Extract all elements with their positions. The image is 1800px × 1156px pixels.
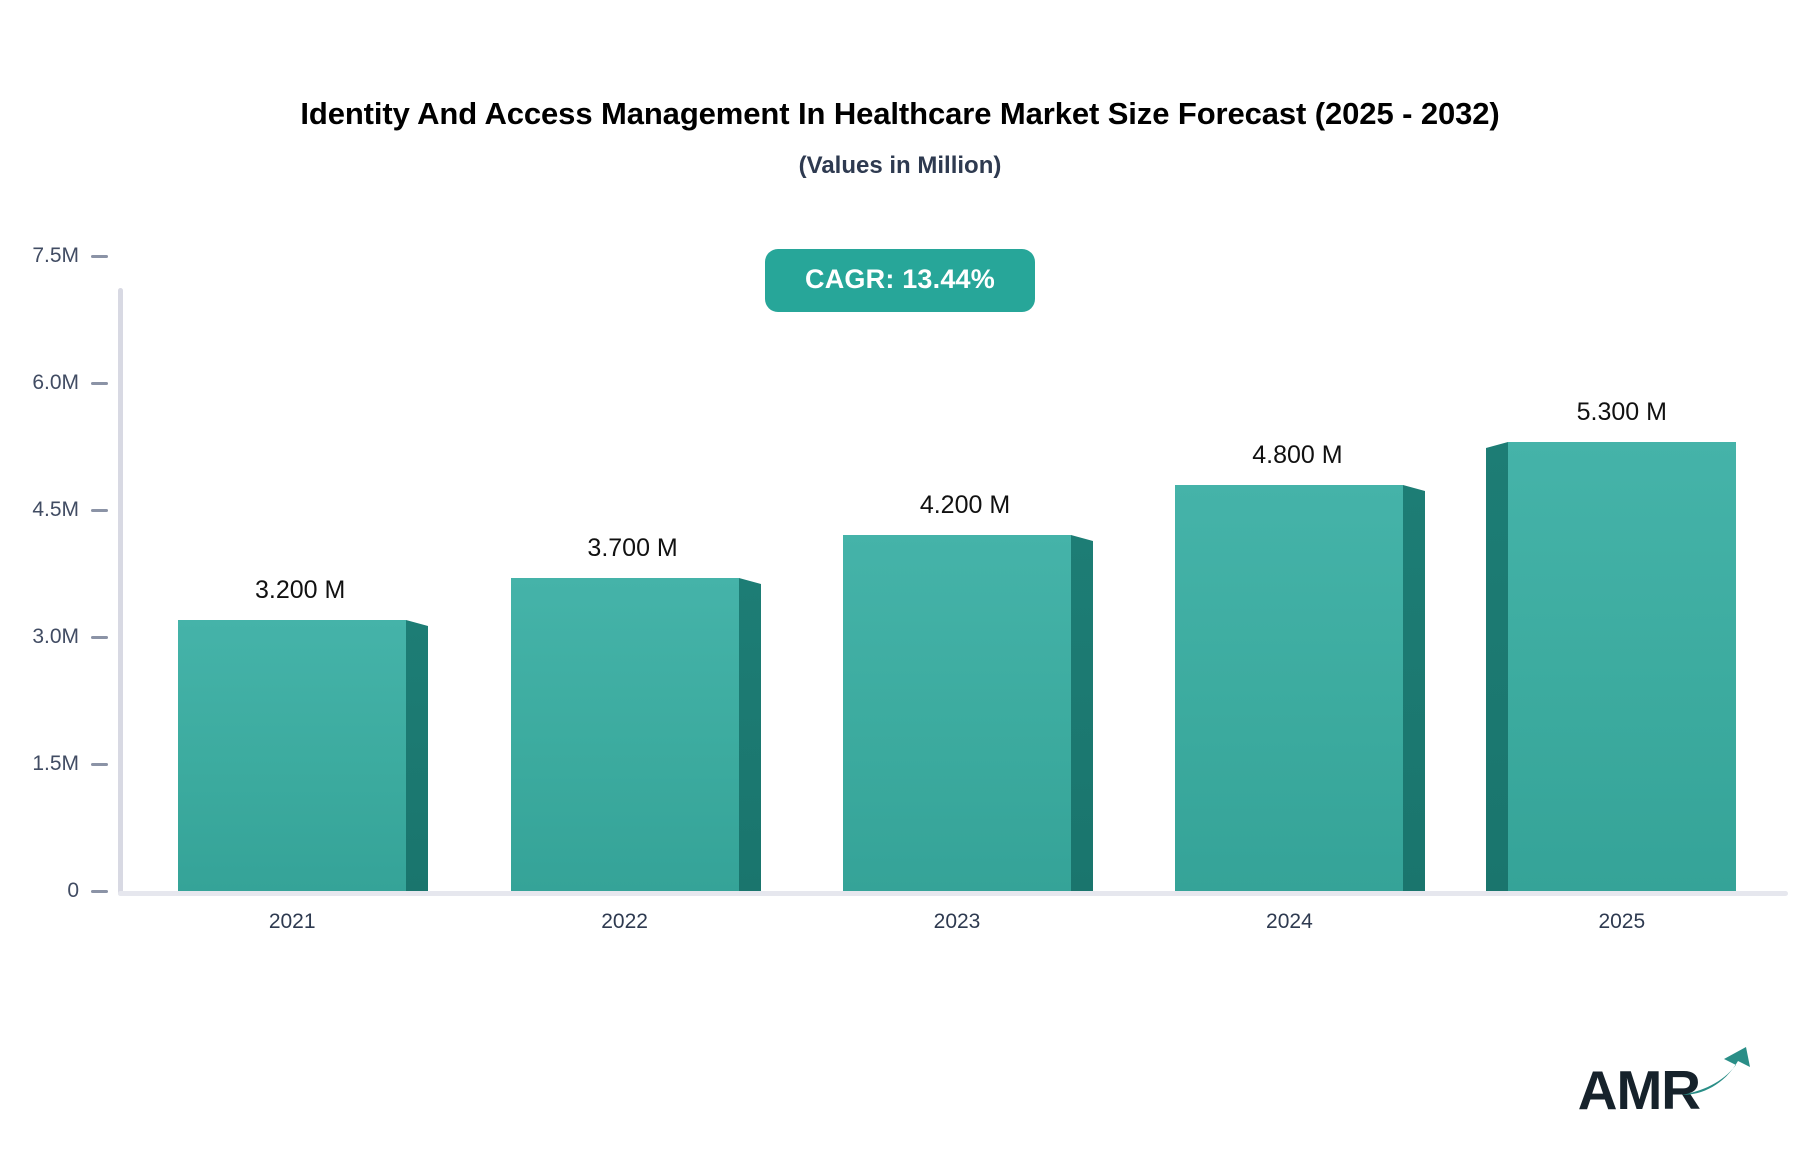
y-axis-tick: 0 <box>0 879 118 903</box>
y-axis-tick: 1.5M <box>0 752 118 776</box>
y-axis-tick: 4.5M <box>0 498 118 522</box>
y-axis-tick-label: 4.5M <box>32 498 79 521</box>
chart-subtitle: (Values in Million) <box>798 151 1002 179</box>
bar <box>178 620 429 891</box>
bar-side-cap <box>1071 535 1093 542</box>
y-axis-line <box>118 288 123 896</box>
y-axis-tick: 7.5M <box>0 244 118 268</box>
bar-front-face <box>510 577 739 891</box>
bar-front-face <box>1175 484 1404 891</box>
bar-side-cap <box>738 577 761 584</box>
status-badge: CAGR: 13.44% <box>765 249 1035 312</box>
x-axis-tick-label: 2025 <box>1598 910 1646 933</box>
bar-side-cap <box>1403 484 1426 491</box>
bar-front-face <box>843 535 1071 891</box>
bar <box>510 577 761 891</box>
bar <box>843 535 1093 891</box>
bar-side-face <box>738 583 761 891</box>
y-axis-tick-mark <box>91 762 108 766</box>
bar-side-face <box>1403 490 1426 891</box>
y-axis-tick-mark <box>91 889 108 893</box>
page-title: Identity And Access Management In Health… <box>300 96 1500 131</box>
amr-logo: AMR <box>1578 1045 1758 1118</box>
y-axis-tick-mark <box>91 254 108 258</box>
bar-side-cap <box>406 620 429 627</box>
y-axis-tick-label: 6.0M <box>32 371 79 394</box>
bar-side-face <box>1071 541 1093 891</box>
y-axis-tick-label: 3.0M <box>32 625 79 648</box>
chart-header: Identity And Access Management In Health… <box>0 96 1800 179</box>
cagr-badge-container: CAGR: 13.44% <box>0 249 1800 312</box>
bar-front-face <box>178 620 407 891</box>
bar-side-cap <box>1485 442 1508 449</box>
logo-text: AMR <box>1577 1059 1701 1121</box>
y-axis-tick-mark <box>91 381 108 385</box>
bar-side-face <box>1485 448 1508 891</box>
bar-value-label: 4.800 M <box>1252 440 1343 469</box>
y-axis-tick-mark <box>91 508 108 512</box>
bar-side-face <box>406 626 429 891</box>
growth-arrow-icon <box>1680 1045 1758 1106</box>
y-axis-tick-label: 7.5M <box>32 244 79 267</box>
y-axis-tick-label: 1.5M <box>32 752 79 775</box>
bar-value-label: 5.300 M <box>1576 398 1667 427</box>
y-axis-tick-label: 0 <box>67 879 79 902</box>
bar-front-face <box>1507 442 1736 891</box>
x-axis-tick-label: 2024 <box>1266 910 1313 933</box>
bar-value-label: 4.200 M <box>919 491 1011 520</box>
bar-value-label: 3.700 M <box>587 533 678 562</box>
y-axis-tick: 6.0M <box>0 371 118 395</box>
bar <box>1175 484 1426 891</box>
y-axis-tick-mark <box>91 635 108 639</box>
bar <box>1485 442 1736 891</box>
x-axis-tick-label: 2023 <box>933 910 981 933</box>
x-axis-line <box>118 891 1788 896</box>
bar-value-label: 3.200 M <box>255 576 346 605</box>
x-axis-tick-label: 2021 <box>268 910 316 933</box>
x-axis-tick-label: 2022 <box>601 910 648 933</box>
y-axis-tick: 3.0M <box>0 625 118 649</box>
